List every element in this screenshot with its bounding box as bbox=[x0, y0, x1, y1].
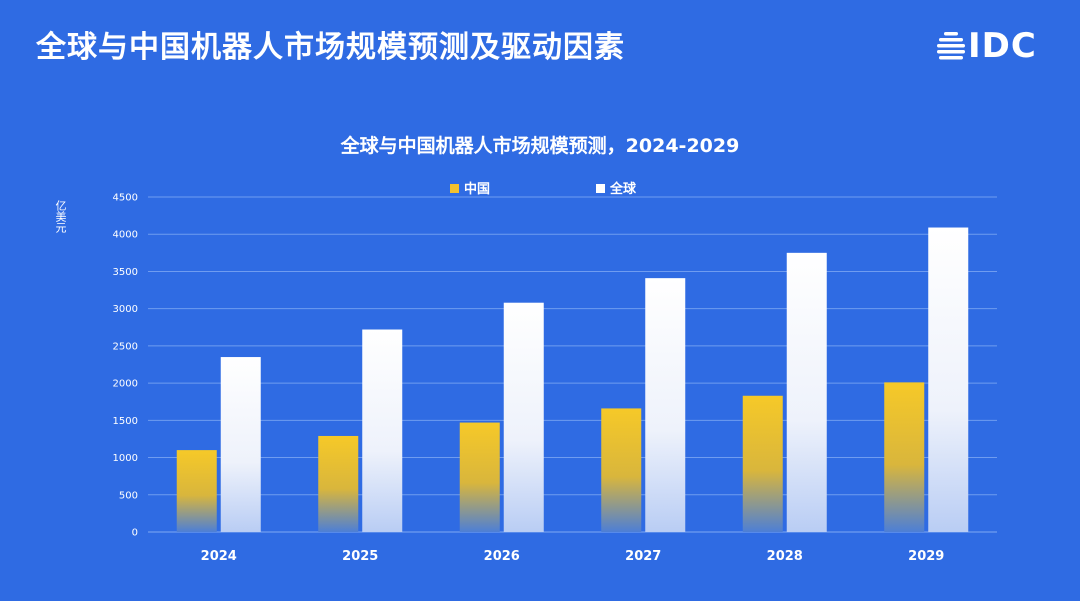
bar-global-2029 bbox=[928, 227, 969, 532]
bar-china-2027 bbox=[601, 408, 642, 532]
bar-china-2026 bbox=[459, 422, 500, 532]
x-tick-label: 2026 bbox=[484, 549, 520, 564]
y-tick-label: 4000 bbox=[113, 230, 138, 241]
legend-swatch-global bbox=[596, 184, 605, 193]
bar-global-2024 bbox=[220, 357, 261, 532]
bar-china-2029 bbox=[884, 382, 925, 532]
y-tick-label: 4500 bbox=[113, 193, 138, 204]
bar-global-2028 bbox=[786, 252, 827, 533]
bar-china-2025 bbox=[318, 435, 359, 532]
y-tick-label: 2000 bbox=[113, 379, 138, 390]
x-tick-label: 2027 bbox=[625, 549, 661, 564]
globe-icon bbox=[937, 32, 965, 60]
page-title: 全球与中国机器人市场规模预测及驱动因素 bbox=[36, 30, 625, 65]
y-axis-unit-label: 亿美元 bbox=[54, 200, 67, 233]
legend-item-china: 中国 bbox=[450, 178, 490, 197]
bar-global-2025 bbox=[362, 329, 403, 532]
logo-text: IDC bbox=[968, 26, 1037, 66]
y-tick-label: 3500 bbox=[113, 267, 138, 278]
idc-logo: IDC bbox=[936, 26, 1048, 68]
legend-swatch-china bbox=[450, 184, 459, 193]
legend-item-global: 全球 bbox=[596, 178, 636, 197]
y-tick-label: 2500 bbox=[113, 341, 138, 352]
x-tick-label: 2028 bbox=[767, 549, 803, 564]
x-tick-label: 2029 bbox=[908, 549, 944, 564]
y-tick-label: 1000 bbox=[113, 453, 138, 464]
bar-global-2027 bbox=[645, 278, 686, 532]
legend-label-china: 中国 bbox=[464, 182, 491, 197]
y-tick-label: 3000 bbox=[113, 304, 138, 315]
bar-china-2024 bbox=[176, 450, 217, 532]
bar-china-2028 bbox=[742, 395, 783, 532]
y-tick-label: 1500 bbox=[113, 416, 138, 427]
y-tick-label: 500 bbox=[119, 490, 138, 501]
bar-global-2026 bbox=[503, 302, 544, 532]
chart-title: 全球与中国机器人市场规模预测，2024-2029 bbox=[340, 135, 740, 157]
legend-label-global: 全球 bbox=[610, 182, 637, 197]
y-tick-label: 0 bbox=[132, 528, 138, 539]
x-tick-label: 2024 bbox=[201, 549, 237, 564]
x-tick-label: 2025 bbox=[342, 549, 378, 564]
